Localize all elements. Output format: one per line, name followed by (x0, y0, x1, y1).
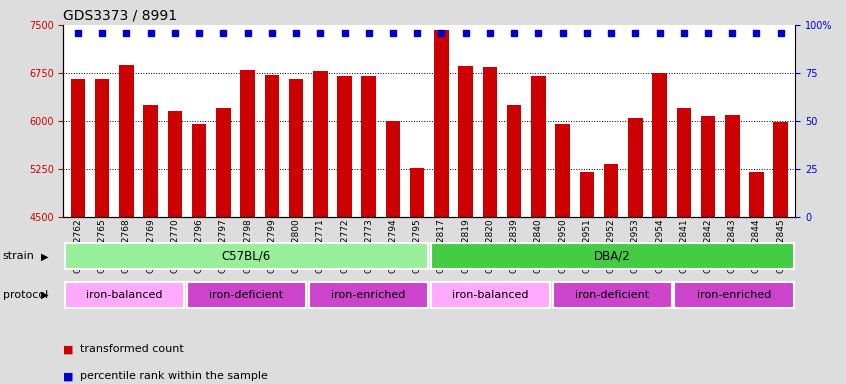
Bar (216, 108, 231, 217)
Text: strain: strain (3, 251, 35, 262)
Bar (434, 30, 448, 217)
Bar (531, 76, 546, 217)
Text: ▶: ▶ (41, 290, 48, 300)
Bar (95, 79, 109, 217)
Text: ■: ■ (63, 344, 74, 354)
Bar (580, 172, 594, 217)
Bar (338, 76, 352, 217)
Bar (459, 66, 473, 217)
Bar (144, 105, 158, 217)
Bar (750, 172, 764, 217)
Bar (313, 71, 327, 217)
Bar (410, 168, 425, 217)
Bar (71, 79, 85, 217)
Text: ■: ■ (63, 371, 74, 381)
Bar (604, 164, 618, 217)
Text: DBA/2: DBA/2 (594, 250, 630, 263)
Bar (187, 282, 306, 308)
Text: GDS3373 / 8991: GDS3373 / 8991 (63, 8, 178, 22)
Bar (192, 124, 206, 217)
Bar (265, 75, 279, 217)
Bar (386, 121, 400, 217)
Bar (288, 79, 304, 217)
Bar (64, 243, 428, 269)
Bar (431, 243, 794, 269)
Bar (507, 105, 521, 217)
Text: C57BL/6: C57BL/6 (222, 250, 271, 263)
Bar (240, 70, 255, 217)
Bar (628, 118, 643, 217)
Bar (555, 124, 570, 217)
Bar (652, 73, 667, 217)
Bar (725, 114, 739, 217)
Text: iron-deficient: iron-deficient (575, 290, 650, 300)
Text: iron-balanced: iron-balanced (86, 290, 162, 300)
Bar (700, 116, 715, 217)
Text: percentile rank within the sample: percentile rank within the sample (80, 371, 268, 381)
Text: iron-enriched: iron-enriched (331, 290, 405, 300)
Bar (64, 282, 184, 308)
Text: transformed count: transformed count (80, 344, 184, 354)
Bar (119, 65, 134, 217)
Bar (674, 282, 794, 308)
Bar (168, 111, 182, 217)
Text: iron-deficient: iron-deficient (209, 290, 283, 300)
Bar (483, 67, 497, 217)
Text: iron-balanced: iron-balanced (452, 290, 529, 300)
Text: protocol: protocol (3, 290, 47, 300)
Text: ▶: ▶ (41, 251, 48, 262)
Bar (431, 282, 550, 308)
Bar (552, 282, 672, 308)
Bar (677, 108, 691, 217)
Bar (309, 282, 428, 308)
Bar (361, 76, 376, 217)
Text: iron-enriched: iron-enriched (697, 290, 772, 300)
Bar (773, 122, 788, 217)
